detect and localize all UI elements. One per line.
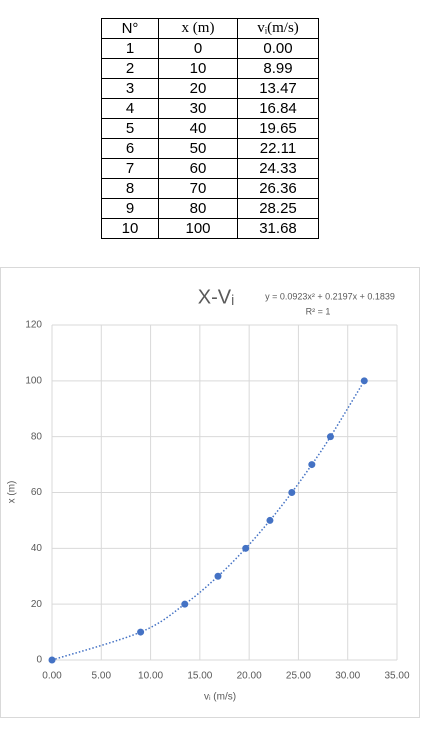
trendline-equation: y = 0.0923x² + 0.2197x + 0.1839 — [265, 291, 395, 301]
x-tick-label: 5.00 — [92, 671, 112, 682]
table-cell: 10 — [101, 218, 159, 239]
table-cell: 31.68 — [237, 218, 319, 239]
data-table: N° x (m) vᵢ(m/s) 1 0 0.00 2 10 8.99 3 20 13.47 4 30 16… — [101, 18, 319, 239]
data-point — [214, 572, 222, 580]
x-tick-label: 15.00 — [187, 671, 212, 682]
data-point — [266, 516, 274, 524]
x-axis-label: vᵢ (m/s) — [204, 692, 236, 703]
trendline — [51, 380, 365, 661]
table-row: 7 60 24.33 — [101, 158, 319, 179]
y-tick-label: 20 — [31, 599, 43, 610]
data-point — [360, 377, 368, 385]
y-tick-label: 0 — [36, 655, 42, 666]
table-row: 8 70 26.36 — [101, 178, 319, 199]
table-cell: 100 — [158, 218, 238, 239]
table-row: 9 80 28.25 — [101, 198, 319, 219]
data-point — [308, 461, 316, 469]
x-tick-label: 30.00 — [335, 671, 360, 682]
table-cell: 70 — [158, 178, 238, 199]
data-point — [48, 656, 56, 664]
x-tick-label: 35.00 — [384, 671, 409, 682]
data-point — [181, 600, 189, 608]
y-tick-label: 60 — [31, 487, 43, 498]
table-row: 4 30 16.84 — [101, 98, 319, 119]
y-tick-label: 40 — [31, 543, 43, 554]
x-tick-label: 10.00 — [138, 671, 163, 682]
data-point — [137, 628, 145, 636]
x-tick-label: 20.00 — [237, 671, 262, 682]
r-squared: R² = 1 — [306, 306, 331, 316]
table-cell: 40 — [158, 118, 238, 139]
y-tick-label: 100 — [25, 375, 42, 386]
y-axis-label: x (m) — [7, 481, 18, 504]
x-tick-label: 0.00 — [42, 671, 62, 682]
table-row: 10 100 31.68 — [101, 218, 319, 239]
y-tick-label: 80 — [31, 431, 43, 442]
table-cell: 8.99 — [237, 58, 319, 79]
data-point — [326, 433, 334, 441]
table-cell: 26.36 — [237, 178, 319, 199]
table-cell: 50 — [158, 138, 238, 159]
y-tick-label: 120 — [25, 320, 42, 331]
data-point — [288, 489, 296, 496]
table-row: 5 40 19.65 — [101, 118, 319, 139]
table-cell: 28.25 — [237, 198, 319, 219]
data-point — [242, 544, 250, 552]
chart-title: X-Vᵢ — [198, 286, 234, 308]
x-tick-label: 25.00 — [286, 671, 311, 682]
